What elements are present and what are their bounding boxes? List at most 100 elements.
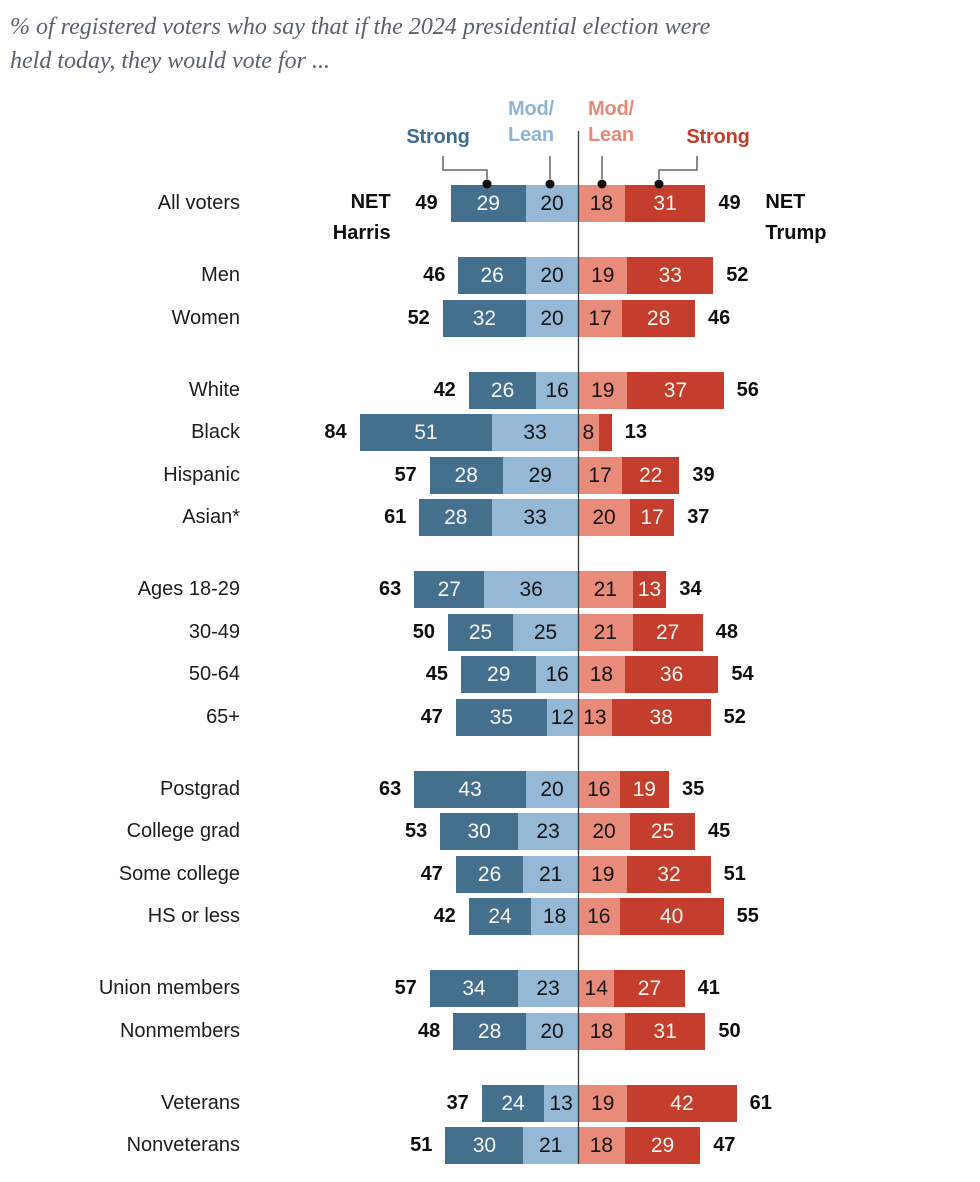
row-label: All voters — [157, 192, 240, 214]
bar-segment-strong-harris: 28 — [419, 499, 493, 536]
bar-value-label: 14 — [584, 977, 608, 1000]
net-harris-value: 61 — [384, 506, 407, 528]
bar-segment-strong-harris: 26 — [455, 855, 524, 893]
bar-segment-strong-harris: 34 — [429, 970, 519, 1007]
bar-value-label: 20 — [540, 264, 564, 287]
net-trump-value: 41 — [697, 977, 720, 999]
bar-value-label: 21 — [593, 620, 617, 644]
bar-segment-lean-trump: 18 — [578, 656, 625, 693]
bar-value-label: 51 — [414, 421, 438, 444]
bar-segment-strong-harris: 26 — [458, 257, 526, 294]
net-trump-value: 46 — [708, 306, 731, 329]
bar-value-label: 18 — [589, 1019, 614, 1043]
chart-row: Union members 34 23 14 27 57 41 — [0, 970, 980, 1007]
bar-segment-strong-trump: 13 — [632, 571, 667, 608]
bar-segment-lean-trump: 20 — [578, 499, 630, 536]
bar-segment-lean-trump: 8 — [578, 414, 599, 451]
bar-value-label: 13 — [637, 578, 662, 601]
bar-segment-lean-harris: 21 — [523, 855, 578, 893]
bar-value-label: 28 — [444, 506, 468, 529]
bar-segment-lean-trump: 20 — [578, 813, 630, 850]
bar-value-label: 31 — [653, 1019, 677, 1043]
legend-modlean-trump-line1: Mod/ — [588, 98, 634, 120]
chart-row: Nonveterans 30 21 18 29 51 47 — [0, 1127, 980, 1164]
bar-value-label: 31 — [653, 192, 677, 215]
chart-row: Women 32 20 17 28 52 46 — [0, 299, 980, 337]
chart-title-line1: % of registered voters who say that if t… — [10, 14, 711, 40]
legend-modlean-harris-line1: Mod/ — [508, 98, 554, 120]
bar-segment-lean-trump: 18 — [578, 185, 625, 222]
bar-segment-strong-trump — [598, 414, 612, 451]
row-label: Veterans — [161, 1091, 240, 1114]
bar-value-label: 33 — [523, 506, 547, 529]
bar-segment-strong-harris: 24 — [468, 898, 532, 935]
chart-row: Black 51 33 8 84 13 — [0, 414, 980, 451]
bar-value-label: 29 — [528, 463, 552, 487]
net-trump-value: 39 — [692, 463, 715, 486]
row-label: Women — [171, 306, 240, 329]
bar-value-label: 37 — [663, 378, 688, 402]
bar-segment-lean-trump: 17 — [578, 299, 623, 337]
bar-value-label: 21 — [593, 578, 617, 601]
chart-row: All voters 29 20 18 31 49 49 NET Harris NET Trump — [0, 185, 980, 244]
net-trump-value: 55 — [736, 905, 759, 927]
net-harris-annotation-line1: NET — [350, 191, 391, 213]
bar-segment-strong-harris: 24 — [481, 1084, 545, 1122]
chart-row: Men 26 20 19 33 46 52 — [0, 257, 980, 294]
legend-modlean-trump-line2: Lean — [588, 124, 634, 146]
bar-segment-strong-trump: 27 — [632, 613, 703, 651]
bar-value-label: 30 — [472, 1134, 497, 1157]
bar-segment-lean-harris: 16 — [536, 656, 578, 693]
net-trump-value: 49 — [718, 192, 741, 214]
net-harris-value: 37 — [446, 1091, 469, 1114]
net-harris-value: 57 — [394, 463, 417, 486]
bar-segment-strong-trump: 22 — [622, 456, 680, 494]
bar-segment-lean-harris: 16 — [536, 371, 578, 409]
net-trump-annotation: NET Trump — [765, 187, 826, 249]
row-label: White — [188, 378, 240, 401]
bar-value-label: 19 — [591, 862, 615, 886]
row-label: Postgrad — [159, 777, 240, 800]
bar-segment-strong-harris: 43 — [414, 770, 526, 808]
net-trump-value: 35 — [682, 777, 705, 800]
row-label: HS or less — [147, 905, 240, 927]
chart-row: Hispanic 28 29 17 22 57 39 — [0, 456, 980, 494]
bar-value-label: 20 — [540, 777, 564, 801]
chart-row: Ages 18-29 27 36 21 13 63 34 — [0, 571, 980, 608]
bar-value-label: 40 — [659, 905, 684, 928]
legend-strong-trump: Strong — [686, 126, 750, 148]
bar-value-label: 32 — [472, 306, 497, 330]
bar-segment-lean-trump: 18 — [578, 1127, 625, 1164]
net-harris-value: 45 — [425, 663, 448, 685]
bar-value-label: 24 — [501, 1091, 525, 1115]
bar-segment-lean-harris: 18 — [531, 898, 578, 935]
bar-segment-lean-harris: 20 — [526, 1012, 578, 1050]
net-trump-value: 13 — [624, 421, 648, 443]
chart-row: HS or less 24 18 16 40 42 55 — [0, 898, 980, 935]
bar-value-label: 20 — [540, 192, 564, 215]
bar-value-label: 13 — [549, 1091, 573, 1115]
bar-value-label: 27 — [637, 977, 662, 1000]
bar-value-label: 19 — [632, 777, 656, 801]
bar-segment-strong-trump: 31 — [624, 185, 706, 222]
net-trump-value: 37 — [687, 506, 710, 528]
legend-modlean-trump: Mod/ Lean — [588, 96, 634, 148]
bar-value-label: 20 — [592, 820, 616, 843]
bar-value-label: 33 — [523, 421, 547, 444]
bar-value-label: 19 — [591, 1091, 615, 1115]
chart-row: College grad 30 23 20 25 53 45 — [0, 813, 980, 850]
bar-value-label: 29 — [487, 663, 511, 686]
row-label: 50-64 — [188, 663, 240, 685]
bar-segment-lean-trump: 18 — [578, 1012, 625, 1050]
chart-row: Some college 26 21 19 32 47 51 — [0, 855, 980, 893]
bar-segment-lean-harris: 20 — [526, 770, 578, 808]
bar-segment-strong-trump: 40 — [619, 898, 724, 935]
row-label: College grad — [126, 820, 240, 842]
bar-value-label: 21 — [539, 862, 563, 886]
net-harris-value: 50 — [412, 620, 435, 643]
row-label: 65+ — [206, 705, 240, 728]
bar-segment-lean-trump: 13 — [578, 698, 612, 736]
bar-value-label: 17 — [588, 306, 612, 330]
bar-segment-strong-harris: 32 — [442, 299, 526, 337]
bar-value-label: 27 — [656, 620, 680, 644]
